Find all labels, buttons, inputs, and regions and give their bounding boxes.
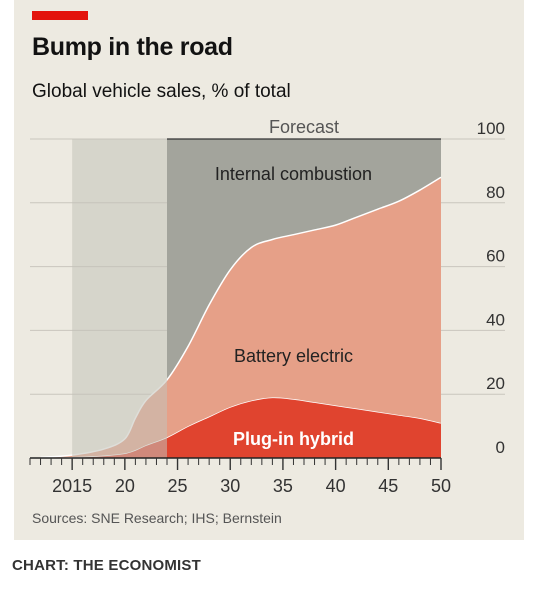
y-tick-label: 60 [486,247,505,266]
x-axis [29,457,442,470]
chart-credit: CHART: THE ECONOMIST [12,557,201,574]
y-tick-label: 40 [486,310,505,329]
label-internal-combustion: Internal combustion [215,164,372,184]
historic-region [72,139,167,458]
chart-subtitle: Global vehicle sales, % of total [32,81,291,102]
historic-overlay [72,139,167,458]
x-tick-label: 2015 [52,476,92,496]
x-tick-label: 50 [431,476,451,496]
x-tick-label: 40 [326,476,346,496]
brand-red-bar [32,11,88,20]
chart-title: Bump in the road [32,33,233,61]
forecast-label: Forecast [269,117,339,137]
labels: 0 20 40 60 80 100 Forecast 2015 20 25 30 35 40 45 50 In… [52,117,505,496]
y-tick-label: 80 [486,183,505,202]
label-plug-in-hybrid: Plug-in hybrid [233,429,354,449]
x-tick-label: 20 [115,476,135,496]
y-tick-label: 0 [496,438,505,457]
x-tick-label: 30 [220,476,240,496]
area-battery-electric [40,177,441,458]
area-plug-in-hybrid [40,397,441,458]
y-tick-label: 20 [486,374,505,393]
label-battery-electric: Battery electric [234,346,353,366]
x-tick-label: 45 [378,476,398,496]
x-tick-label: 25 [168,476,188,496]
x-tick-label: 35 [273,476,293,496]
y-tick-label: 100 [477,119,505,138]
source-note: Sources: SNE Research; IHS; Bernstein [32,510,282,526]
